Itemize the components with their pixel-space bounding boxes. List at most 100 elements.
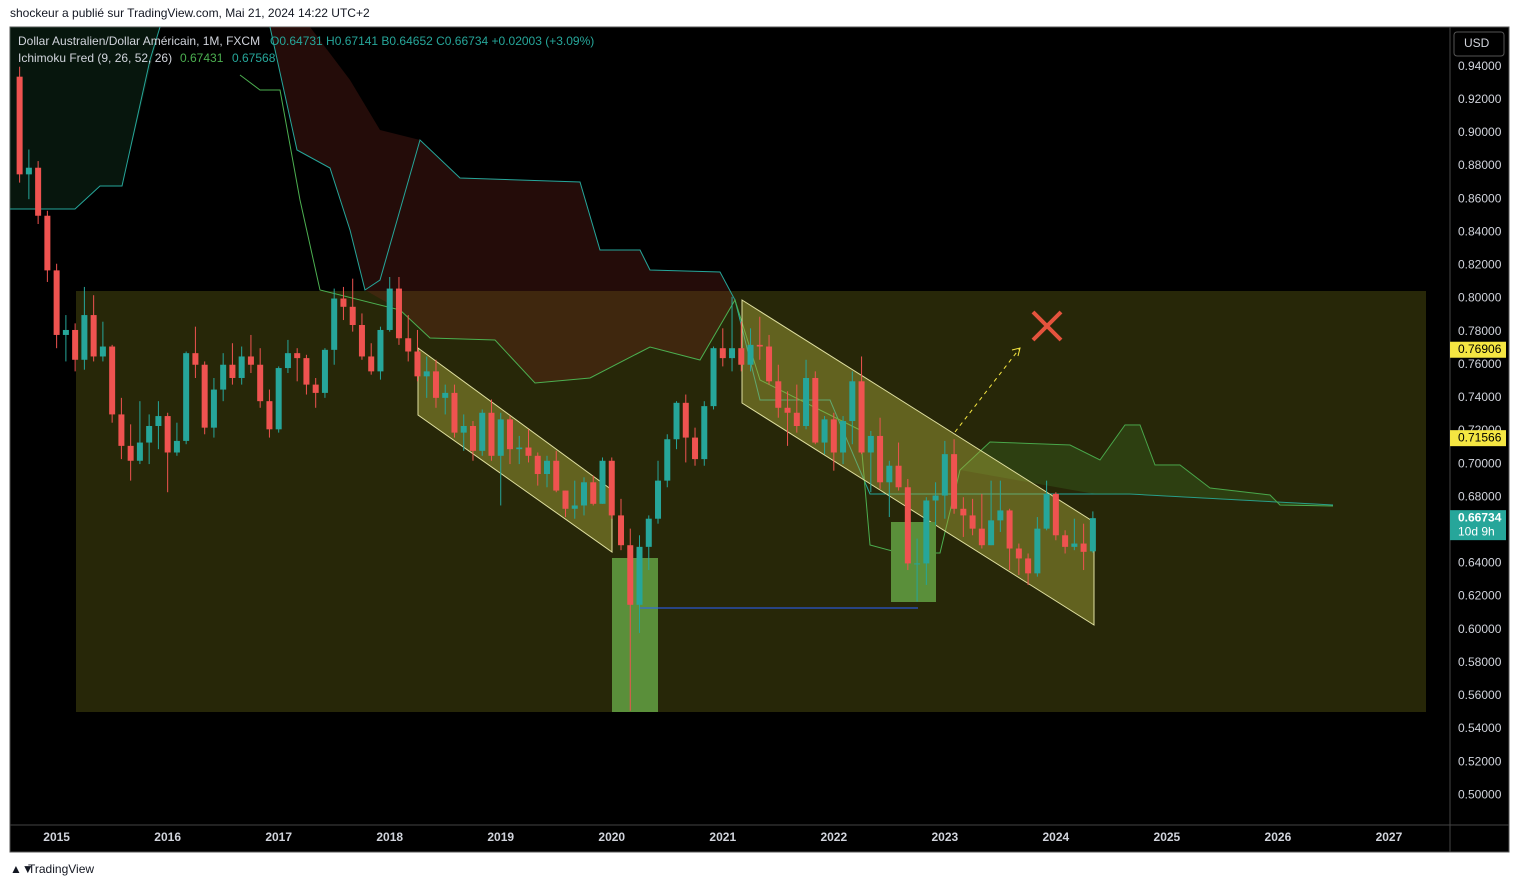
candle-body — [460, 426, 467, 433]
chart-frame — [9, 26, 1510, 853]
candle-body — [756, 344, 763, 347]
x-tick-label: 2024 — [1043, 830, 1070, 844]
y-tick-label: 0.78000 — [1458, 324, 1502, 338]
candle-body — [173, 440, 180, 453]
y-tick-label: 0.94000 — [1458, 59, 1502, 73]
candle-body — [729, 348, 736, 359]
candle-body — [423, 371, 430, 377]
y-tick-label: 0.58000 — [1458, 655, 1502, 669]
candle-body — [766, 346, 773, 382]
candle-body — [257, 364, 264, 402]
candle-body — [506, 419, 513, 450]
candle-body — [867, 435, 874, 453]
candle-body — [405, 338, 412, 352]
indicator-value: 0.67568 — [232, 51, 276, 65]
x-tick-label: 2022 — [820, 830, 847, 844]
zone-2020 — [612, 558, 658, 712]
candle-body — [988, 520, 995, 546]
candle-body — [1015, 548, 1022, 559]
y-tick-label: 0.80000 — [1458, 291, 1502, 305]
candle-body — [645, 518, 652, 547]
candle-body — [155, 416, 162, 426]
candle-body — [127, 445, 134, 461]
candle-body — [793, 412, 800, 426]
candle-body — [386, 288, 393, 330]
price-tag — [1450, 341, 1506, 358]
candle-body — [109, 346, 116, 415]
x-tick-label: 2015 — [43, 830, 70, 844]
ohlc-legend: O0.64731 H0.67141 B0.64652 C0.66734 +0.0… — [270, 34, 594, 48]
candle-body — [932, 495, 939, 501]
candle-body — [719, 348, 726, 359]
candle-body — [877, 435, 884, 483]
candle-body — [571, 505, 578, 509]
x-tick-label: 2016 — [154, 830, 181, 844]
candle-body — [99, 346, 106, 357]
symbol-legend: Dollar Australien/Dollar Américain, 1M, … — [18, 34, 260, 48]
candle-body — [1062, 535, 1069, 547]
cloud-red — [270, 27, 735, 383]
candle-body — [1071, 543, 1078, 547]
candle-body — [183, 353, 190, 441]
y-tick-label: 0.60000 — [1458, 622, 1502, 636]
price-tag — [1450, 430, 1506, 447]
candle-body — [229, 364, 236, 378]
candle-body — [849, 381, 856, 422]
candle-body — [275, 368, 282, 430]
candle-body — [294, 353, 301, 359]
candle-body — [368, 356, 375, 372]
indicator-value: 0.67431 — [180, 51, 224, 65]
candle-body — [349, 306, 356, 326]
candle-body — [960, 508, 967, 516]
y-tick-label: 0.52000 — [1458, 754, 1502, 768]
senkou-b — [10, 26, 161, 210]
candle-body — [747, 344, 754, 365]
candle-body — [432, 371, 439, 398]
candle-body — [303, 358, 310, 385]
y-tick-label: 0.70000 — [1458, 456, 1502, 470]
x-tick-label: 2017 — [265, 830, 292, 844]
y-tick-label: 0.88000 — [1458, 158, 1502, 172]
x-tick-label: 2027 — [1376, 830, 1403, 844]
y-tick-label: 0.86000 — [1458, 191, 1502, 205]
senkou-a — [239, 74, 1334, 554]
candle-body — [395, 288, 402, 339]
brand-logo: ▲▼ — [10, 862, 34, 876]
candle-body — [90, 315, 97, 357]
x-tick-label: 2023 — [931, 830, 958, 844]
candle-body — [664, 439, 671, 481]
candles — [16, 66, 1096, 711]
y-tick-label: 0.50000 — [1458, 787, 1502, 801]
candle-body — [914, 563, 921, 565]
candle-body — [655, 480, 662, 519]
y-tick-label: 0.54000 — [1458, 721, 1502, 735]
candle-body — [692, 437, 699, 460]
x-tick-label: 2019 — [487, 830, 514, 844]
candle-body — [201, 364, 208, 428]
y-tick-label: 0.64000 — [1458, 556, 1502, 570]
candle-body — [886, 465, 893, 483]
candle-body — [72, 329, 79, 360]
candle-body — [821, 419, 828, 443]
candle-body — [830, 419, 837, 453]
candle-body — [618, 515, 625, 546]
candle-body — [1052, 493, 1059, 536]
candle-body — [951, 454, 958, 509]
last-price-label: 0.66734 — [1458, 510, 1502, 524]
candle-body — [1080, 543, 1087, 552]
candle-body — [923, 500, 930, 564]
candle-body — [608, 460, 615, 516]
currency-label: USD — [1464, 36, 1490, 50]
candle-body — [53, 270, 60, 335]
candle-body — [1025, 558, 1032, 574]
y-tick-label: 0.92000 — [1458, 92, 1502, 106]
candle-body — [969, 515, 976, 529]
y-tick-label: 0.68000 — [1458, 489, 1502, 503]
candle-body — [553, 460, 560, 491]
candle-body — [266, 401, 273, 430]
currency-button[interactable] — [1453, 31, 1505, 57]
x-tick-label: 2021 — [709, 830, 736, 844]
candle-body — [562, 490, 569, 509]
candle-body — [840, 421, 847, 453]
